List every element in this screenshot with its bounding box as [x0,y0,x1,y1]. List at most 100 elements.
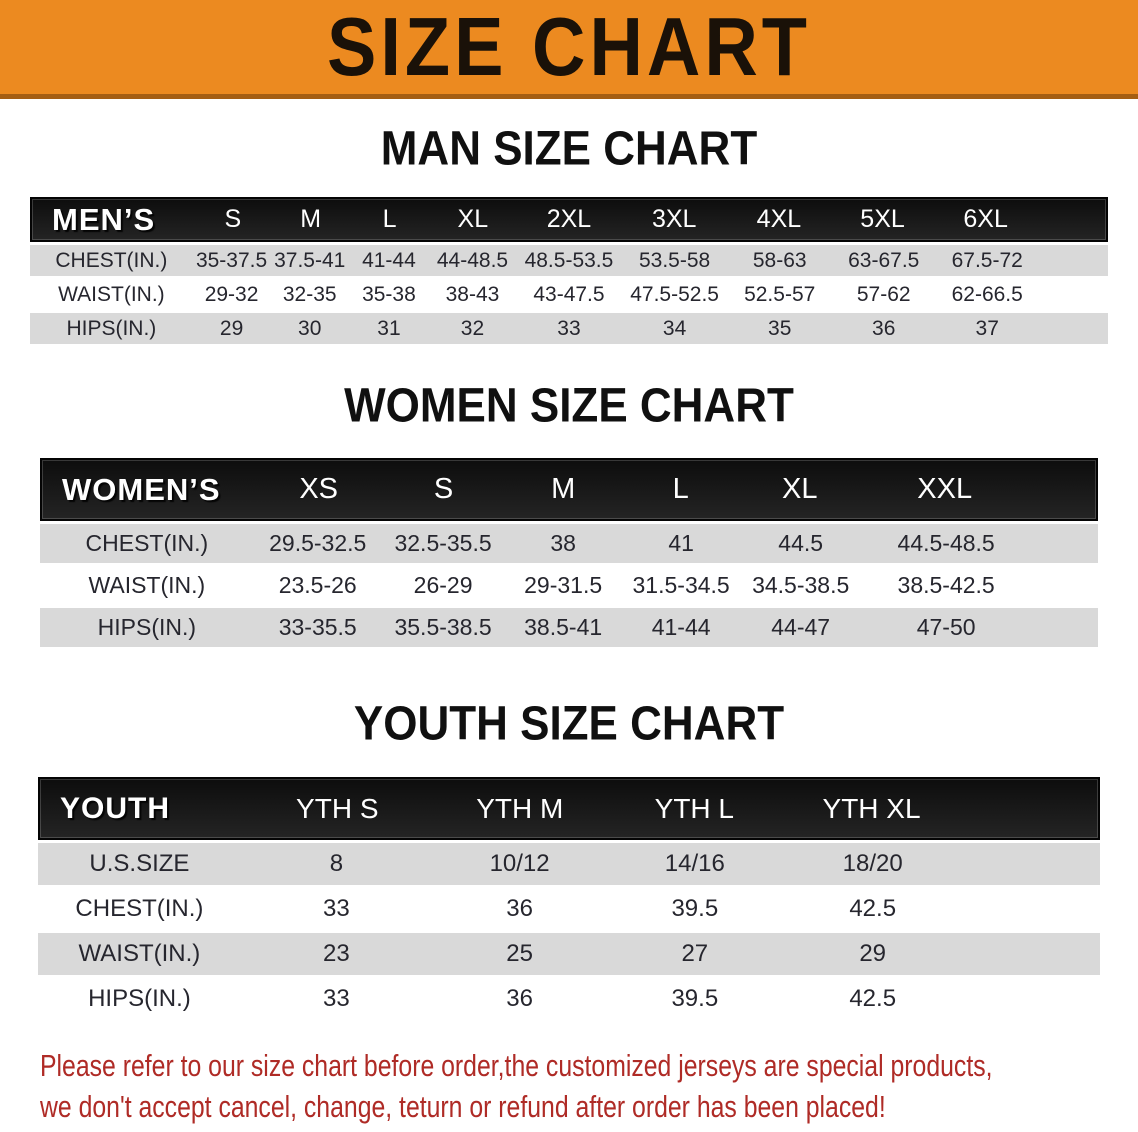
size-column-header: 5XL [860,205,905,233]
value-cell: 30 [298,316,322,340]
banner: SIZE CHART [0,0,1138,99]
value-cell: 10/12 [489,850,550,877]
value-cell: 39.5 [671,985,719,1012]
spacer-cell [1030,460,1096,519]
spacer-cell [961,779,1097,838]
value-cell: 34.5-38.5 [752,572,850,598]
size-column-header: S [224,205,242,233]
mens-section: MAN SIZE CHART MEN’S S M L XL 2XL 3XL 4X… [0,122,1138,344]
row-label-cell: CHEST(IN.) [85,530,209,556]
table-row: HIPS(IN.) 33-35.5 35.5-38.5 38.5-41 41-4… [40,608,1098,647]
value-cell: 32-35 [282,282,337,306]
value-cell: 47-50 [916,614,976,640]
size-column-header: XS [299,473,339,505]
value-cell: 42.5 [849,985,897,1012]
value-cell: 36 [506,985,533,1012]
value-cell: 14/16 [664,850,725,877]
value-cell: 27 [681,940,709,967]
value-cell: 35.5-38.5 [394,614,492,640]
womens-section: WOMEN SIZE CHART WOMEN’S XS S M L XL XXL… [0,379,1138,647]
value-cell: 44.5 [778,530,824,556]
value-cell: 63-67.5 [848,248,920,272]
spacer-cell [963,933,1100,975]
value-cell: 41-44 [651,614,711,640]
spacer-cell [1031,524,1098,563]
value-cell: 58-63 [752,248,807,272]
value-cell: 41-44 [362,248,416,272]
value-cell: 43-47.5 [533,282,605,306]
spacer-cell [963,978,1100,1020]
value-cell: 38.5-41 [524,614,603,640]
youth-size-table: YOUTH YTH S YTH M YTH L YTH XL U.S.SIZE … [38,777,1100,1020]
value-cell: 35-37.5 [195,248,268,272]
spacer-cell [963,843,1100,885]
value-cell: 26-29 [413,572,473,598]
size-column-header: XL [457,205,489,233]
mens-table-header-row: MEN’S S M L XL 2XL 3XL 4XL 5XL 6XL [30,197,1108,242]
value-cell: 53.5-58 [638,248,711,272]
value-cell: 8 [329,850,344,877]
value-cell: 38.5-42.5 [897,572,995,598]
value-cell: 52.5-57 [744,282,816,306]
value-cell: 39.5 [671,895,719,922]
value-cell: 18/20 [842,850,903,877]
size-column-header: XL [782,473,818,505]
value-cell: 47.5-52.5 [630,282,719,306]
spacer-cell [1037,199,1106,240]
mens-header-label: MEN’S [52,201,156,237]
size-column-header: 2XL [546,205,592,233]
table-row: WAIST(IN.) 23 25 27 29 [38,933,1100,975]
row-label-cell: HIPS(IN.) [88,985,191,1012]
row-label-cell: WAIST(IN.) [78,940,201,967]
womens-header-label: WOMEN’S [62,471,221,507]
size-column-header: M [300,205,322,233]
value-cell: 35-38 [362,282,416,306]
size-column-header: S [433,473,454,505]
spacer-cell [1039,313,1108,344]
value-cell: 36 [506,895,533,922]
spacer-cell [1031,608,1098,647]
table-row: CHEST(IN.) 35-37.5 37.5-41 41-44 44-48.5… [30,245,1108,276]
value-cell: 48.5-53.5 [524,248,614,272]
size-column-header: XXL [917,473,973,505]
size-column-header: YTH L [654,792,735,824]
value-cell: 37.5-41 [274,248,346,272]
table-row: HIPS(IN.) 29 30 31 32 33 34 35 36 37 [30,313,1108,344]
youth-header-label: YOUTH [60,791,170,825]
value-cell: 38-43 [445,282,500,306]
value-cell: 29.5-32.5 [269,530,367,556]
value-cell: 33-35.5 [278,614,357,640]
size-column-header: 6XL [963,205,1008,233]
value-cell: 32 [460,316,485,340]
value-cell: 37 [975,316,999,340]
value-cell: 41 [668,530,694,556]
value-cell: 44-48.5 [436,248,509,272]
table-row: WAIST(IN.) 29-32 32-35 35-38 38-43 43-47… [30,279,1108,310]
row-label-cell: CHEST(IN.) [55,248,168,272]
value-cell: 29 [859,940,887,967]
womens-size-table: WOMEN’S XS S M L XL XXL CHEST(IN.) 29.5-… [40,458,1098,647]
row-label-cell: HIPS(IN.) [66,316,157,340]
notice-line-1: Please refer to our size chart before or… [40,1048,993,1083]
value-cell: 57-62 [856,282,911,306]
size-column-header: YTH S [296,792,379,824]
value-cell: 62-66.5 [951,282,1023,306]
value-cell: 32.5-35.5 [394,530,492,556]
youth-section: YOUTH SIZE CHART YOUTH YTH S YTH M YTH L… [0,697,1138,1020]
row-label-cell: WAIST(IN.) [88,572,206,598]
value-cell: 31.5-34.5 [632,572,730,598]
size-column-header: M [551,473,576,505]
table-row: CHEST(IN.) 29.5-32.5 32.5-35.5 38 41 44.… [40,524,1098,563]
value-cell: 25 [506,940,533,967]
table-row: HIPS(IN.) 33 36 39.5 42.5 [38,978,1100,1020]
womens-table-header-row: WOMEN’S XS S M L XL XXL [40,458,1098,521]
row-label-cell: WAIST(IN.) [58,282,165,306]
value-cell: 23 [323,940,350,967]
value-cell: 34 [662,316,687,340]
spacer-cell [1039,279,1108,310]
table-row: U.S.SIZE 8 10/12 14/16 18/20 [38,843,1100,885]
size-column-header: L [382,205,397,233]
table-row: CHEST(IN.) 33 36 39.5 42.5 [38,888,1100,930]
row-label-cell: CHEST(IN.) [75,895,204,922]
